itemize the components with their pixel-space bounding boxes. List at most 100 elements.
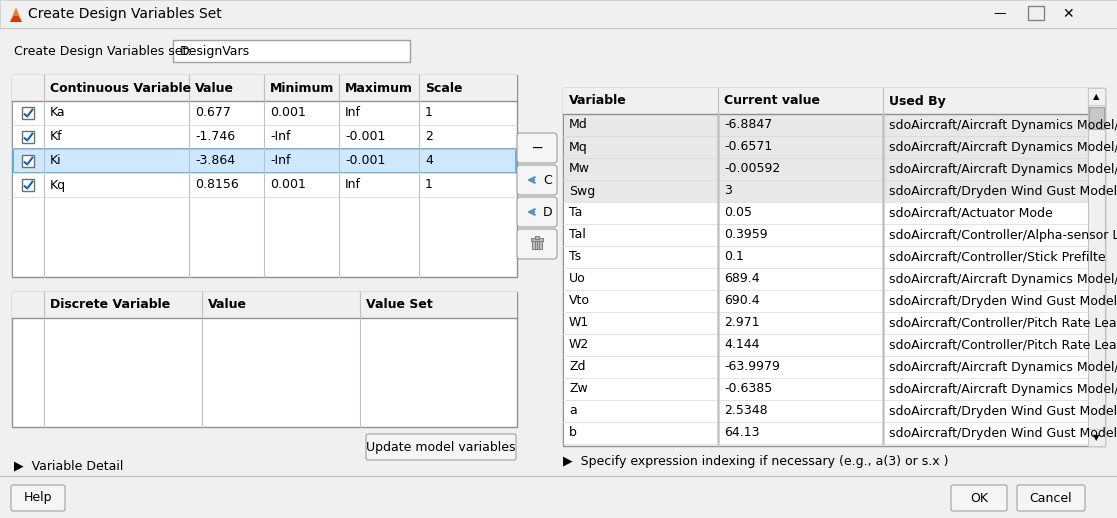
Bar xyxy=(0,0,1117,28)
Bar xyxy=(1028,6,1044,20)
Text: Current value: Current value xyxy=(724,94,820,108)
Text: -63.9979: -63.9979 xyxy=(724,361,780,373)
Bar xyxy=(532,240,542,249)
Text: Inf: Inf xyxy=(345,179,361,192)
Bar xyxy=(12,292,517,318)
Text: sdoAircraft/Dryden Wind Gust Models...: sdoAircraft/Dryden Wind Gust Models... xyxy=(889,295,1117,308)
FancyBboxPatch shape xyxy=(517,197,557,227)
Bar xyxy=(564,334,1088,356)
Text: Value: Value xyxy=(195,81,233,94)
Text: Md: Md xyxy=(569,119,588,132)
Bar xyxy=(22,107,34,119)
Text: sdoAircraft/Controller/Pitch Rate Lea...: sdoAircraft/Controller/Pitch Rate Lea... xyxy=(889,316,1117,329)
Text: OK: OK xyxy=(970,492,989,505)
Text: -1.746: -1.746 xyxy=(195,131,235,143)
Text: 2.5348: 2.5348 xyxy=(724,405,767,418)
Text: 1: 1 xyxy=(424,179,433,192)
Text: Help: Help xyxy=(23,492,52,505)
Polygon shape xyxy=(10,14,22,22)
Text: Mw: Mw xyxy=(569,163,590,176)
Text: sdoAircraft/Dryden Wind Gust Models...: sdoAircraft/Dryden Wind Gust Models... xyxy=(889,184,1117,197)
Text: sdoAircraft/Aircraft Dynamics Model/...: sdoAircraft/Aircraft Dynamics Model/... xyxy=(889,140,1117,153)
Text: -0.00592: -0.00592 xyxy=(724,163,781,176)
Text: 2: 2 xyxy=(424,131,433,143)
Bar xyxy=(22,179,34,191)
Text: W2: W2 xyxy=(569,338,590,352)
Text: Ts: Ts xyxy=(569,251,581,264)
Text: Create Design Variables Set: Create Design Variables Set xyxy=(28,7,222,21)
Text: -0.001: -0.001 xyxy=(345,154,385,167)
Text: sdoAircraft/Controller/Pitch Rate Lea...: sdoAircraft/Controller/Pitch Rate Lea... xyxy=(889,338,1117,352)
FancyBboxPatch shape xyxy=(366,434,516,460)
Text: 0.3959: 0.3959 xyxy=(724,228,767,241)
FancyBboxPatch shape xyxy=(517,133,557,163)
Text: ─: ─ xyxy=(533,140,542,155)
Text: 0.001: 0.001 xyxy=(270,107,306,120)
Text: sdoAircraft/Aircraft Dynamics Model/...: sdoAircraft/Aircraft Dynamics Model/... xyxy=(889,382,1117,396)
Bar xyxy=(13,149,516,173)
Bar xyxy=(1088,88,1105,105)
Bar xyxy=(13,125,516,149)
Text: sdoAircraft/Dryden Wind Gust Models...: sdoAircraft/Dryden Wind Gust Models... xyxy=(889,405,1117,418)
Text: sdoAircraft/Controller/Alpha-sensor L...: sdoAircraft/Controller/Alpha-sensor L... xyxy=(889,228,1117,241)
Bar xyxy=(564,378,1088,400)
Text: Minimum: Minimum xyxy=(270,81,334,94)
Bar xyxy=(535,236,540,239)
Bar xyxy=(564,356,1088,378)
Text: sdoAircraft/Aircraft Dynamics Model/...: sdoAircraft/Aircraft Dynamics Model/... xyxy=(889,163,1117,176)
Text: Used By: Used By xyxy=(889,94,946,108)
Text: Value: Value xyxy=(208,298,247,311)
Text: sdoAircraft/Aircraft Dynamics Model/...: sdoAircraft/Aircraft Dynamics Model/... xyxy=(889,119,1117,132)
Text: 4.144: 4.144 xyxy=(724,338,760,352)
Text: 689.4: 689.4 xyxy=(724,272,760,285)
Bar xyxy=(564,114,1088,136)
Text: Cancel: Cancel xyxy=(1030,492,1072,505)
FancyBboxPatch shape xyxy=(11,485,65,511)
Text: Uo: Uo xyxy=(569,272,585,285)
Text: Tal: Tal xyxy=(569,228,586,241)
Bar xyxy=(531,238,543,241)
Text: 64.13: 64.13 xyxy=(724,426,760,439)
Text: 0.1: 0.1 xyxy=(724,251,744,264)
Bar xyxy=(563,88,1105,114)
Bar xyxy=(564,224,1088,246)
Bar xyxy=(1089,107,1104,129)
Text: 0.677: 0.677 xyxy=(195,107,231,120)
Text: Ta: Ta xyxy=(569,207,582,220)
Bar xyxy=(564,400,1088,422)
Text: Value Set: Value Set xyxy=(366,298,432,311)
Text: -Inf: -Inf xyxy=(270,131,290,143)
Text: Continuous Variable: Continuous Variable xyxy=(50,81,191,94)
Text: Zw: Zw xyxy=(569,382,588,396)
Bar xyxy=(22,131,34,143)
Text: ▲: ▲ xyxy=(1094,92,1100,101)
Text: Ka: Ka xyxy=(50,107,66,120)
Polygon shape xyxy=(10,8,22,22)
Text: -Inf: -Inf xyxy=(270,154,290,167)
Text: ✕: ✕ xyxy=(1062,7,1073,21)
Text: Swg: Swg xyxy=(569,184,595,197)
Text: 3: 3 xyxy=(724,184,732,197)
Text: Maximum: Maximum xyxy=(345,81,413,94)
Text: DesignVars: DesignVars xyxy=(180,45,250,57)
Text: 2.971: 2.971 xyxy=(724,316,760,329)
Bar xyxy=(563,88,1105,446)
Bar xyxy=(564,136,1088,158)
Text: -0.6571: -0.6571 xyxy=(724,140,772,153)
Bar xyxy=(564,422,1088,444)
Bar xyxy=(564,268,1088,290)
Text: Scale: Scale xyxy=(424,81,462,94)
Bar xyxy=(564,312,1088,334)
Text: ▶  Variable Detail: ▶ Variable Detail xyxy=(15,459,123,472)
Text: 690.4: 690.4 xyxy=(724,295,760,308)
Bar xyxy=(12,75,517,277)
Bar xyxy=(13,173,516,197)
Text: b: b xyxy=(569,426,576,439)
Text: D: D xyxy=(543,206,553,219)
Text: -0.6385: -0.6385 xyxy=(724,382,772,396)
Text: sdoAircraft/Aircraft Dynamics Model/...: sdoAircraft/Aircraft Dynamics Model/... xyxy=(889,272,1117,285)
Text: Kf: Kf xyxy=(50,131,63,143)
Polygon shape xyxy=(13,8,19,16)
Bar xyxy=(564,202,1088,224)
Text: C: C xyxy=(543,174,552,186)
